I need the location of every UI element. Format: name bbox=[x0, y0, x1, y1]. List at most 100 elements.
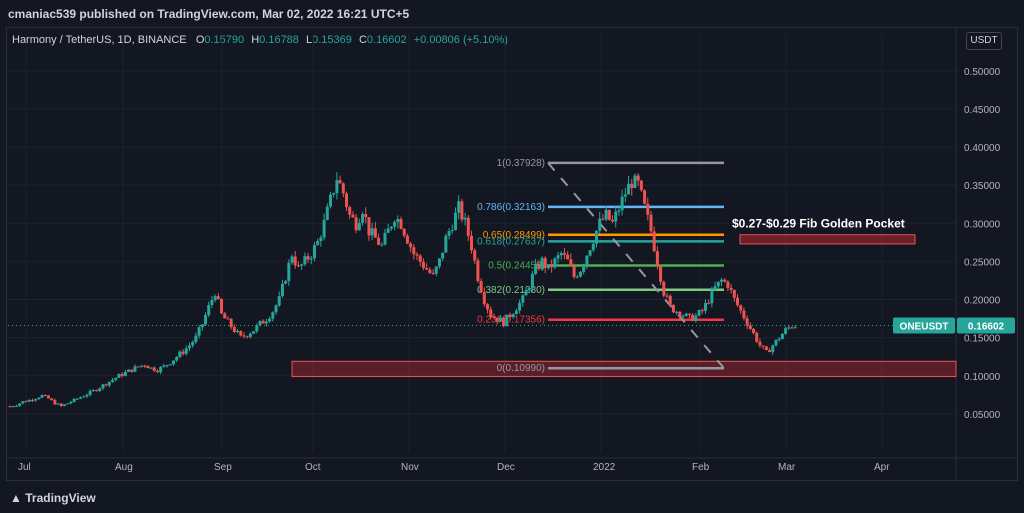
candle-body bbox=[639, 180, 643, 191]
candle-body bbox=[293, 256, 297, 266]
candle-body bbox=[764, 346, 768, 351]
candle-body bbox=[486, 304, 490, 310]
currency-button[interactable]: USDT bbox=[966, 32, 1002, 50]
candle-body bbox=[155, 370, 159, 373]
candle-body bbox=[428, 269, 432, 273]
candle-body bbox=[553, 258, 557, 268]
high-value: 0.16788 bbox=[259, 34, 299, 46]
candle-body bbox=[335, 180, 339, 194]
candle-body bbox=[655, 251, 659, 266]
candle-body bbox=[518, 302, 522, 311]
fibonacci-retracement: 1(0.37928) 0.786(0.32163) 0.65(0.28499)0.6… bbox=[477, 158, 725, 374]
candle-body bbox=[204, 315, 207, 325]
candle-body bbox=[120, 373, 124, 376]
candle-body bbox=[194, 335, 198, 343]
brand-label: TradingView bbox=[25, 491, 96, 505]
candle-body bbox=[210, 300, 214, 305]
candle-body bbox=[534, 263, 538, 274]
candle-body bbox=[457, 201, 461, 213]
candle-body bbox=[271, 312, 275, 319]
candle-body bbox=[213, 296, 217, 301]
candle-body bbox=[197, 327, 201, 336]
candle-body bbox=[290, 256, 294, 263]
candle-body bbox=[95, 390, 99, 392]
candle-body bbox=[236, 330, 240, 332]
candle-body bbox=[268, 318, 272, 322]
candle-body bbox=[56, 403, 60, 405]
candle-body bbox=[377, 237, 381, 245]
candle-body bbox=[755, 332, 759, 342]
last-price-tag bbox=[957, 317, 1015, 334]
candle-body bbox=[790, 327, 794, 329]
candle-body bbox=[466, 217, 470, 236]
candle-body bbox=[361, 214, 365, 223]
candle-body bbox=[627, 183, 631, 195]
candle-body bbox=[127, 369, 131, 372]
candle-body bbox=[713, 286, 717, 290]
candle-body bbox=[412, 247, 416, 255]
candle-body bbox=[300, 264, 304, 266]
candle-body bbox=[62, 404, 66, 406]
candle-body bbox=[556, 255, 560, 259]
candle-body bbox=[649, 214, 653, 232]
fib-level-label: 0.786(0.32163) bbox=[477, 202, 545, 213]
candle-body bbox=[444, 235, 448, 253]
low-value: 0.15369 bbox=[312, 34, 352, 46]
candle-body bbox=[617, 210, 621, 212]
candle-body bbox=[393, 221, 397, 227]
symbol-name[interactable]: Harmony / TetherUS, 1D, BINANCE bbox=[12, 34, 187, 46]
candle-body bbox=[316, 240, 320, 246]
candle-body bbox=[348, 207, 352, 215]
candle-body bbox=[66, 403, 70, 405]
candle-body bbox=[582, 265, 586, 272]
candle-body bbox=[524, 290, 528, 296]
candle-body bbox=[611, 219, 615, 222]
x-tick-label: Apr bbox=[874, 462, 890, 473]
candle-body bbox=[700, 310, 704, 312]
candle-body bbox=[143, 365, 147, 367]
candle-body bbox=[11, 406, 15, 408]
y-tick-label: 0.30000 bbox=[964, 219, 1001, 230]
candle-body bbox=[659, 265, 663, 282]
candle-body bbox=[21, 401, 25, 404]
candle-body bbox=[239, 330, 243, 336]
candle-body bbox=[40, 395, 44, 398]
candle-body bbox=[761, 345, 765, 347]
candle-body bbox=[431, 272, 435, 274]
candle-body bbox=[319, 237, 323, 241]
publish-header: cmaniac539 published on TradingView.com,… bbox=[0, 0, 1024, 26]
tradingview-logo[interactable]: ▲ TradingView bbox=[10, 491, 96, 505]
x-tick-label: Feb bbox=[692, 462, 710, 473]
candle-body bbox=[463, 217, 467, 220]
candle-body bbox=[562, 253, 566, 255]
candle-body bbox=[620, 196, 624, 211]
candle-body bbox=[572, 265, 576, 278]
candle-body bbox=[284, 281, 288, 284]
golden-pocket-annotation: $0.27-$0.29 Fib Golden Pocket bbox=[732, 216, 905, 230]
publisher-text: cmaniac539 published on TradingView.com,… bbox=[8, 7, 410, 21]
candle-body bbox=[200, 324, 204, 328]
candle-body bbox=[793, 327, 797, 329]
last-price-label: 0.16602 bbox=[968, 321, 1005, 332]
candle-body bbox=[489, 309, 493, 317]
y-axis: 0.50000 0.45000 0.40000 0.35000 0.30000 0.250… bbox=[964, 67, 1001, 421]
candle-body bbox=[354, 217, 358, 231]
high-label: H bbox=[251, 34, 260, 46]
fib-level-label: 1(0.37928) bbox=[497, 158, 545, 169]
candle-body bbox=[59, 403, 63, 406]
candle-body bbox=[341, 183, 345, 194]
candle-body bbox=[245, 336, 249, 338]
candle-body bbox=[30, 399, 34, 401]
candle-body bbox=[684, 313, 688, 316]
fib-level-label: 0(0.10990) bbox=[497, 363, 545, 374]
symbol-price-tag bbox=[893, 317, 955, 334]
candle-body bbox=[745, 318, 749, 326]
candle-body bbox=[607, 209, 611, 220]
candle-body bbox=[559, 253, 563, 256]
candle-body bbox=[675, 311, 679, 313]
candle-body bbox=[296, 265, 300, 267]
candle-body bbox=[207, 304, 211, 316]
candle-body bbox=[280, 283, 284, 297]
candle-body bbox=[437, 258, 441, 267]
